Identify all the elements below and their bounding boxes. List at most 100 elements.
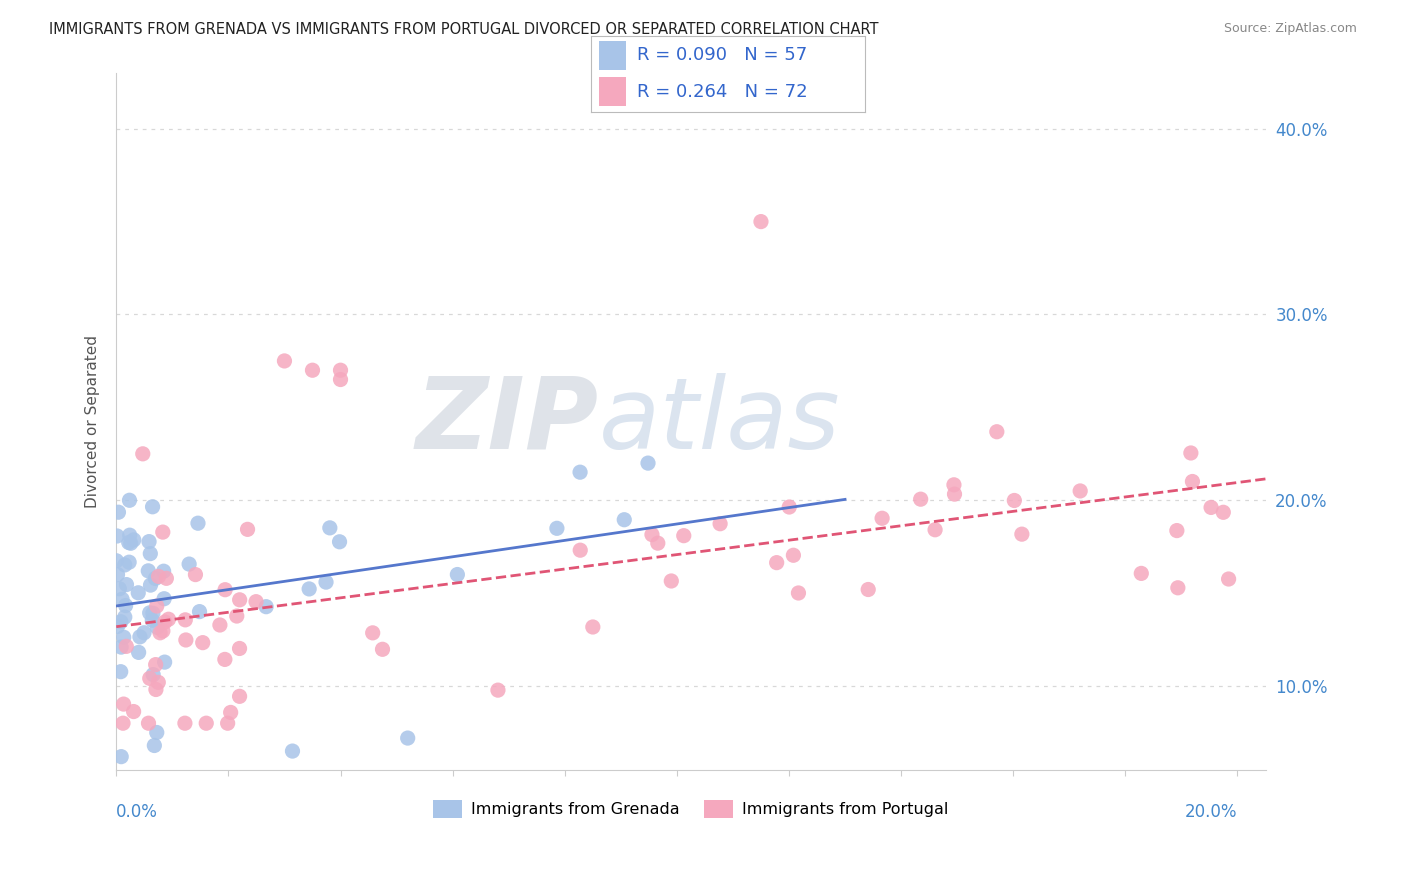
Point [191,635,214,649]
Point [281,744,304,758]
Point [118,555,141,569]
Point [138,534,160,549]
Point [1181,475,1204,489]
Point [139,671,162,685]
Point [1011,527,1033,541]
Point [108,582,131,596]
Point [145,657,167,672]
Point [143,739,166,753]
Point [118,528,141,542]
Point [298,582,321,596]
Point [155,571,177,585]
Point [174,632,197,647]
Text: R = 0.264   N = 72: R = 0.264 N = 72 [637,83,808,101]
Point [142,606,165,620]
Point [273,354,295,368]
Point [184,567,207,582]
Point [942,478,965,492]
Point [486,683,509,698]
Point [195,716,218,731]
Point [149,625,172,640]
Point [208,618,231,632]
Point [245,595,267,609]
Point [115,640,138,654]
Point [146,620,169,634]
Text: atlas: atlas [599,373,841,470]
Point [115,577,138,591]
Text: IMMIGRANTS FROM GRENADA VS IMMIGRANTS FROM PORTUGAL DIVORCED OR SEPARATED CORREL: IMMIGRANTS FROM GRENADA VS IMMIGRANTS FR… [49,22,879,37]
Point [148,675,170,690]
Point [943,487,966,501]
Point [128,645,150,659]
Point [152,564,174,578]
Point [613,513,636,527]
Point [254,599,277,614]
Point [910,492,932,507]
Point [143,571,166,585]
Point [112,697,135,711]
Point [152,525,174,540]
Point [111,716,134,731]
Point [659,574,682,588]
Point [110,615,132,629]
Point [315,575,337,590]
Point [782,548,804,562]
Point [153,615,176,629]
Text: 0.0%: 0.0% [117,803,157,822]
Point [107,505,129,519]
Text: ZIP: ZIP [416,373,599,470]
Point [986,425,1008,439]
Point [1130,566,1153,581]
Point [148,569,170,583]
Point [569,543,592,558]
Point [787,586,810,600]
Point [138,606,160,620]
Point [139,547,162,561]
Point [319,521,342,535]
Point [145,682,167,697]
Point [136,564,159,578]
Point [672,529,695,543]
Text: 20.0%: 20.0% [1185,803,1237,822]
Point [858,582,880,597]
Point [1167,581,1189,595]
Point [647,536,669,550]
Point [446,567,468,582]
Point [111,592,134,607]
Point [1180,446,1202,460]
Point [152,624,174,638]
Point [142,500,165,514]
Point [228,592,250,607]
Point [1069,483,1091,498]
Point [110,665,132,679]
Point [107,567,129,582]
Point [114,558,136,572]
Point [214,582,236,597]
Point [329,372,352,386]
Point [122,705,145,719]
Point [141,613,163,627]
Point [1212,505,1234,519]
Point [114,610,136,624]
Point [217,716,239,731]
Point [546,521,568,535]
Bar [599,41,626,70]
Point [129,630,152,644]
Point [228,690,250,704]
Point [228,641,250,656]
Point [110,640,132,654]
Point [127,586,149,600]
Bar [599,78,626,106]
Point [219,706,242,720]
Point [371,642,394,657]
Point [569,465,592,479]
Point [778,500,800,514]
Legend: Immigrants from Grenada, Immigrants from Portugal: Immigrants from Grenada, Immigrants from… [426,793,955,824]
Point [122,533,145,547]
Point [118,535,141,549]
Point [214,652,236,666]
Point [179,557,201,571]
Point [139,578,162,592]
Point [114,599,136,613]
Point [1218,572,1240,586]
